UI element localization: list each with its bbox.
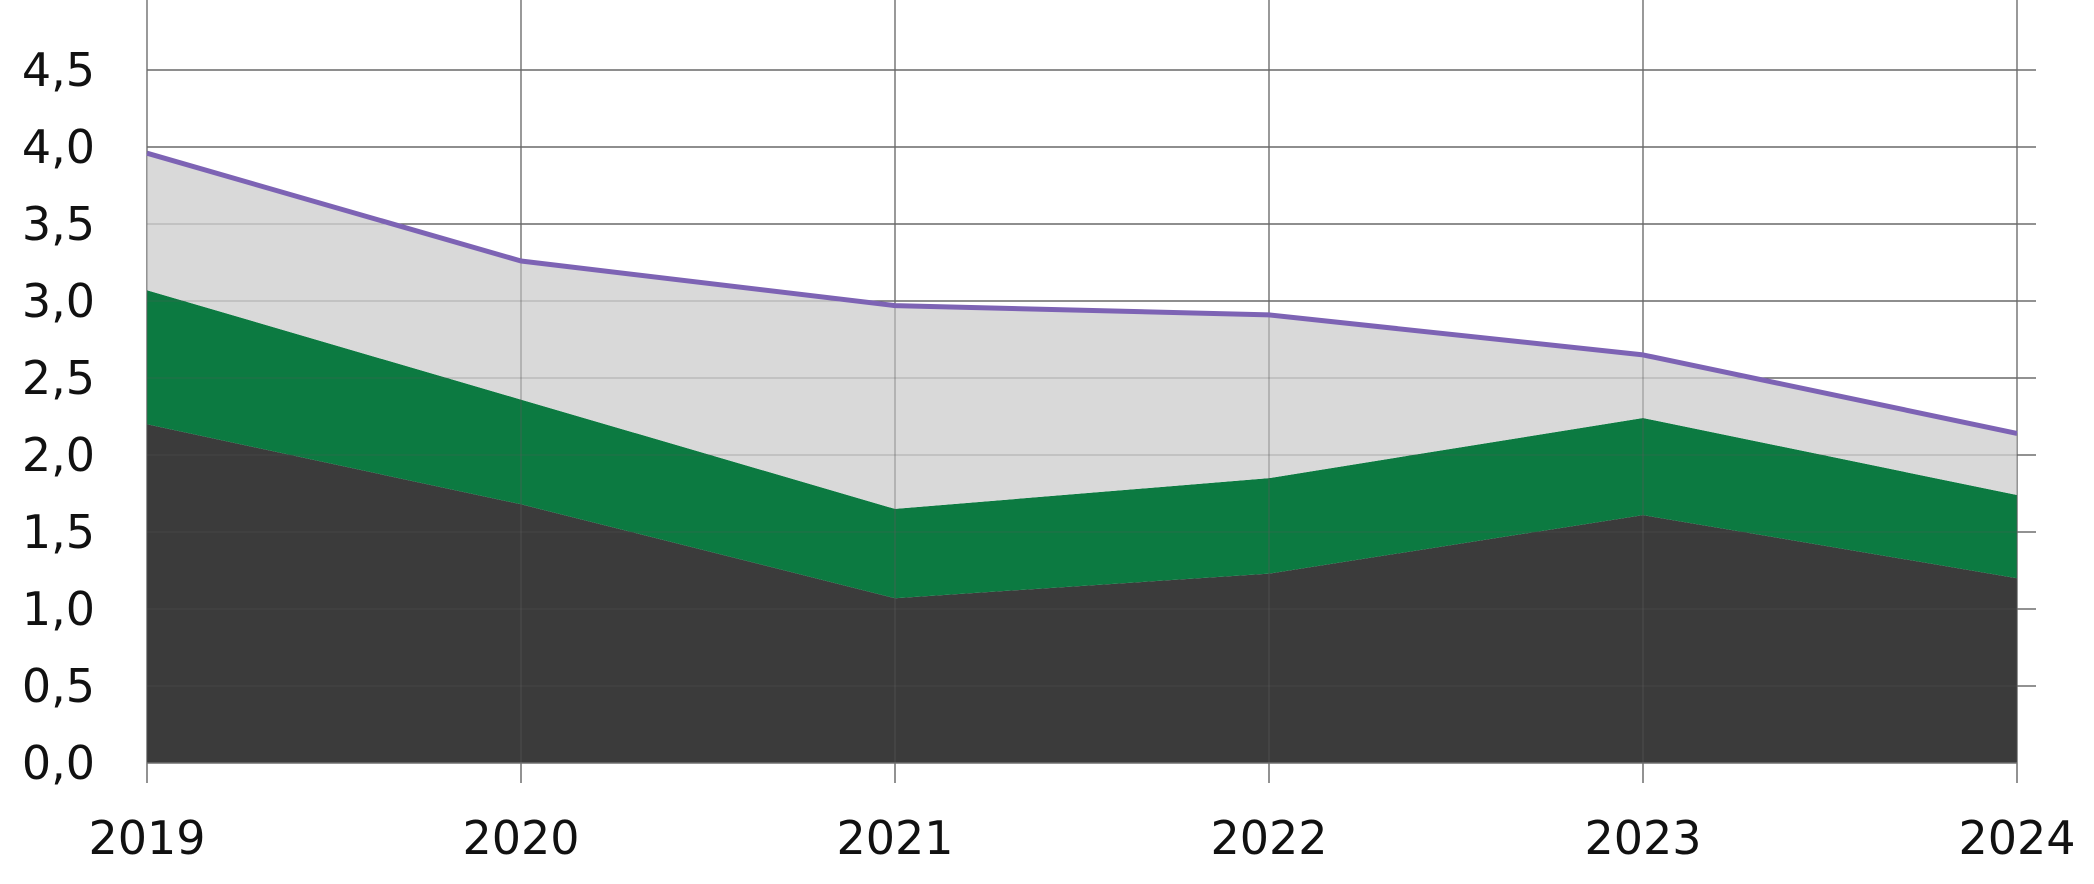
area-series-1 bbox=[147, 424, 2017, 763]
x-tick-label: 2022 bbox=[1210, 811, 1327, 865]
x-tick-label: 2020 bbox=[462, 811, 579, 865]
y-tick-label: 2,0 bbox=[22, 428, 95, 482]
total-line-layer bbox=[146, 150, 2018, 436]
y-tick-label: 2,5 bbox=[22, 351, 95, 405]
area-series-3 bbox=[147, 153, 2017, 509]
x-tick-label: 2023 bbox=[1584, 811, 1701, 865]
y-tick-label: 3,5 bbox=[22, 197, 95, 251]
y-tick-label: 0,0 bbox=[22, 736, 95, 790]
areas bbox=[146, 69, 2018, 763]
y-tick-label: 4,0 bbox=[22, 120, 95, 174]
y-tick-label: 1,5 bbox=[22, 505, 95, 559]
x-tick-label: 2024 bbox=[1958, 811, 2075, 865]
y-tick-label: 4,5 bbox=[22, 43, 95, 97]
area-series-2 bbox=[147, 290, 2017, 599]
axes: 0,0 0,5 1,0 1,5 2,0 2,5 3,0 3,5 4,0 4,5 2019 2020 20… bbox=[22, 43, 2076, 865]
x-tick-label: 2019 bbox=[88, 811, 205, 865]
y-tick-label: 3,0 bbox=[22, 274, 95, 328]
y-tick-label: 0,5 bbox=[22, 659, 95, 713]
x-tick-label: 2021 bbox=[836, 811, 953, 865]
y-tick-label: 1,0 bbox=[22, 582, 95, 636]
total-line bbox=[146, 150, 2018, 436]
